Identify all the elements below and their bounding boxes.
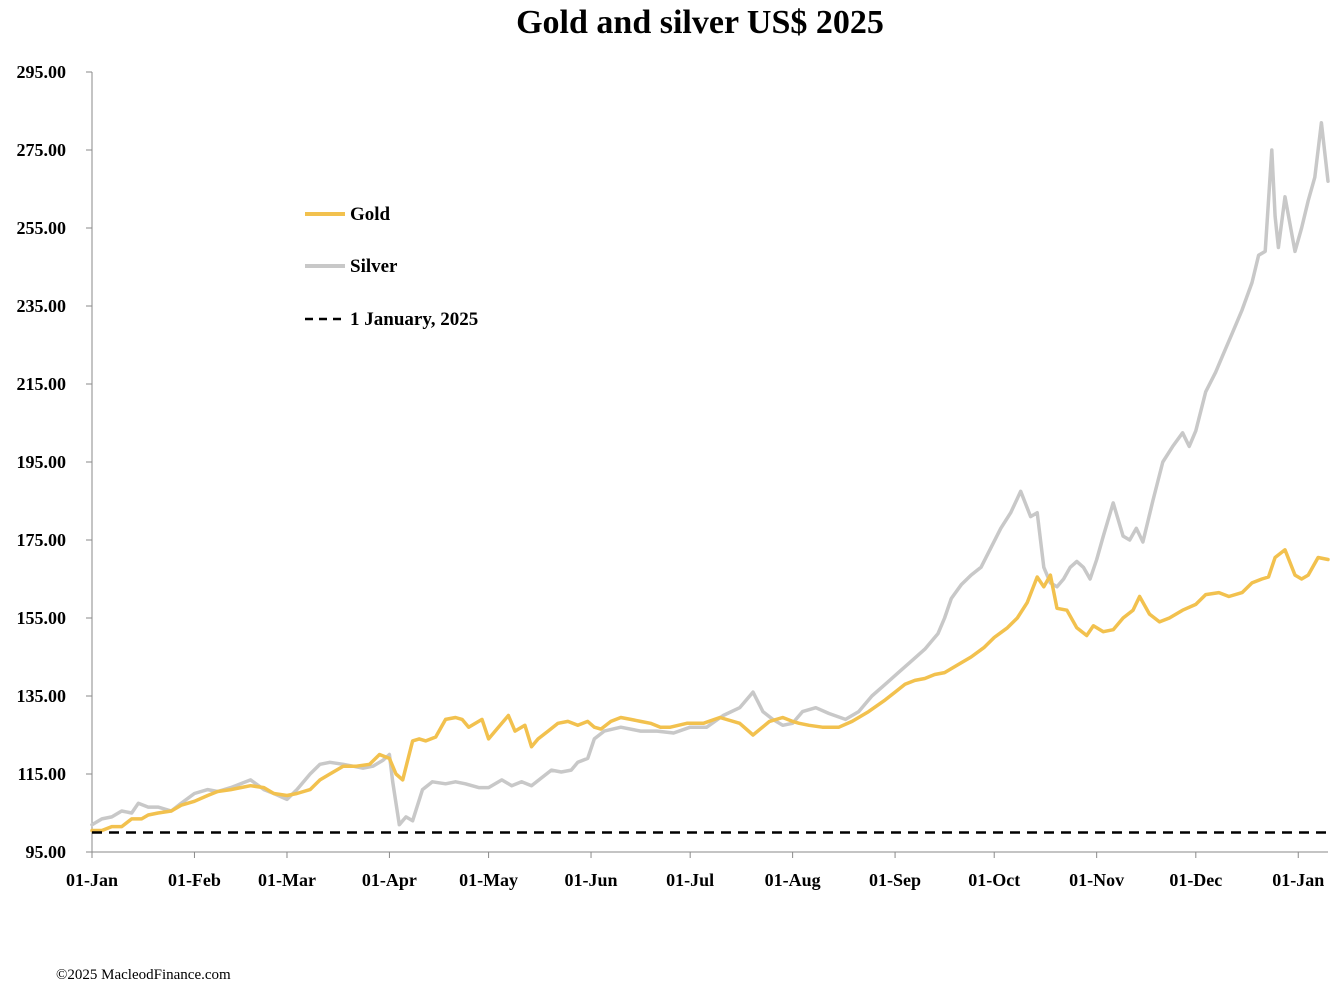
series-lines <box>90 120 1330 834</box>
y-tick-label: 195.00 <box>17 452 67 472</box>
legend-label: 1 January, 2025 <box>350 309 478 330</box>
legend: Gold Silver 1 January, 2025 <box>305 204 478 330</box>
x-tick-label: 01-Aug <box>765 870 821 890</box>
x-tick-label: 01-Nov <box>1069 870 1124 890</box>
x-axis-ticks: 01-Jan 01-Feb 01-Mar 01-Apr 01-May 01-Jun 01-J… <box>66 852 1324 890</box>
x-tick-label: 01-Dec <box>1169 870 1222 890</box>
y-tick-label: 255.00 <box>17 218 67 238</box>
x-tick-label: 01-Feb <box>168 870 221 890</box>
y-tick-label: 235.00 <box>17 296 67 316</box>
x-tick-label: 01-Jan <box>1272 870 1324 890</box>
x-tick-label: 01-Mar <box>258 870 316 890</box>
x-tick-label: 01-May <box>459 870 518 890</box>
series-line-silver <box>90 120 1330 827</box>
x-tick-label: 01-Jan <box>66 870 118 890</box>
x-tick-label: 01-Jul <box>666 870 714 890</box>
y-tick-label: 155.00 <box>17 608 67 628</box>
y-tick-label: 95.00 <box>26 842 67 862</box>
series-line-gold <box>90 548 1330 833</box>
y-tick-label: 175.00 <box>17 530 67 550</box>
x-tick-label: 01-Apr <box>362 870 417 890</box>
legend-label: Silver <box>350 256 398 277</box>
y-tick-label: 275.00 <box>17 140 67 160</box>
y-axis-ticks: 95.00 115.00 135.00 155.00 175.00 195.00 215.0… <box>17 62 92 862</box>
x-tick-label: 01-Oct <box>968 870 1020 890</box>
y-tick-label: 135.00 <box>17 686 67 706</box>
x-tick-label: 01-Jun <box>565 870 618 890</box>
y-tick-label: 115.00 <box>17 764 66 784</box>
copyright-footer: ©2025 MacleodFinance.com <box>56 967 231 983</box>
y-tick-label: 295.00 <box>17 62 67 82</box>
axes <box>91 72 1328 853</box>
chart-title: Gold and silver US$ 2025 <box>516 4 884 41</box>
x-tick-label: 01-Sep <box>869 870 921 890</box>
y-tick-label: 215.00 <box>17 374 67 394</box>
legend-label: Gold <box>350 204 391 225</box>
